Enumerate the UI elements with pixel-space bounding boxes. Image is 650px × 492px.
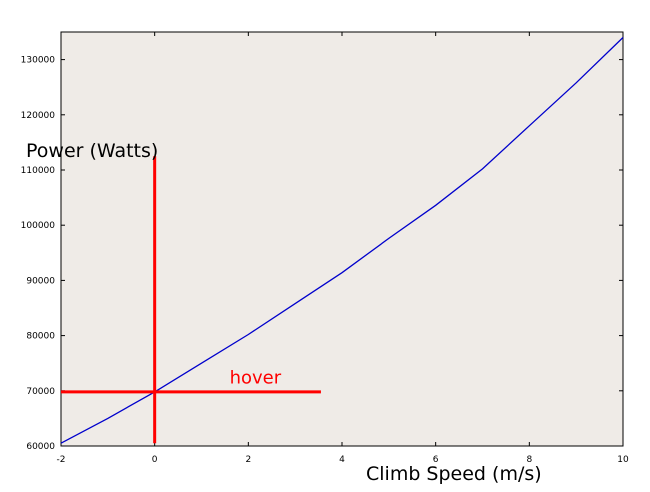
annotations-layer: hover	[61, 156, 321, 444]
y-tick-label: 60000	[26, 442, 55, 452]
y-tick-label: 130000	[21, 56, 56, 66]
x-tick-label: 10	[617, 455, 629, 465]
x-tick-label: 6	[433, 455, 439, 465]
y-tick-label: 110000	[21, 166, 56, 176]
y-axis-title: Power (Watts)	[26, 140, 158, 162]
ticks-layer: -2 0 2 4 6 8 10 60000 70000 80000 90000 100000 11000…	[21, 32, 629, 465]
y-tick-label: 80000	[26, 332, 55, 342]
x-tick-label: 4	[339, 455, 345, 465]
y-tick-label: 120000	[21, 111, 56, 121]
hover-label: hover	[230, 368, 282, 389]
x-tick-label: 0	[152, 455, 158, 465]
y-tick-label: 70000	[26, 387, 55, 397]
y-tick-label: 100000	[21, 221, 56, 231]
x-tick-label: -2	[57, 455, 66, 465]
x-tick-label: 8	[526, 455, 532, 465]
x-tick-label: 2	[245, 455, 251, 465]
plot-area	[60, 31, 624, 447]
y-tick-label: 90000	[26, 276, 55, 286]
x-axis-title: Climb Speed (m/s)	[366, 463, 542, 485]
